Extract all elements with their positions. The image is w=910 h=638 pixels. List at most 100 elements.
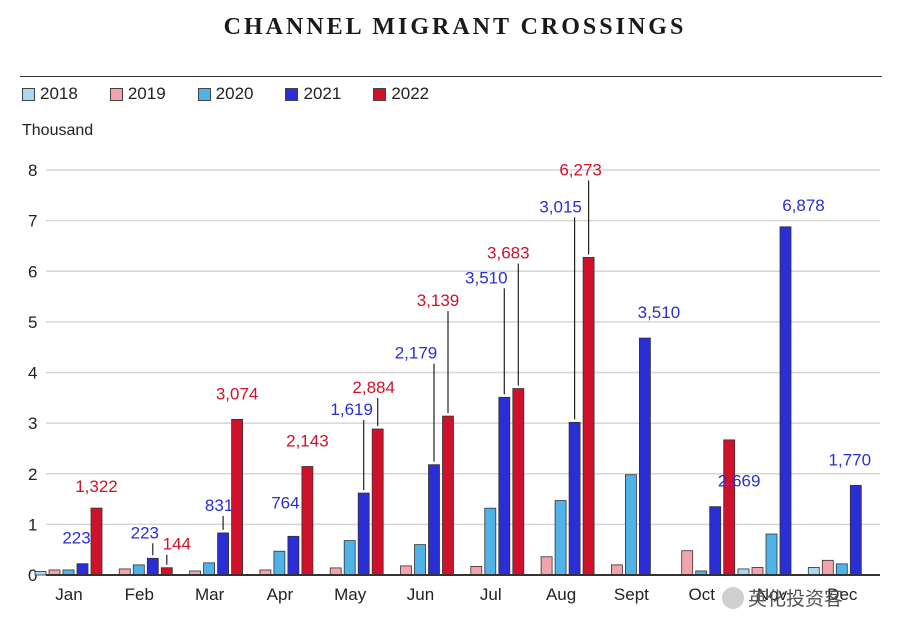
x-tick-label: Nov: [757, 585, 788, 604]
bar-Apr-2020: [273, 550, 286, 576]
data-label: 3,683: [487, 244, 530, 263]
bar-Jan-2018: [34, 571, 47, 576]
y-tick-label: 8: [28, 161, 37, 180]
data-label: 6,878: [782, 196, 825, 215]
data-label: 3,139: [417, 291, 460, 310]
legend-swatch: [197, 87, 211, 101]
x-tick-label: Jan: [55, 585, 82, 604]
y-tick-label: 3: [28, 414, 37, 433]
legend-item-2022: 2022: [373, 84, 429, 104]
bar-Aug-2020: [554, 500, 567, 576]
wechat-icon: [722, 586, 744, 609]
title-rule: [20, 76, 882, 77]
legend-label: 2020: [215, 84, 254, 103]
bar-Feb-2020: [132, 564, 145, 576]
bar-Jul-2021: [498, 396, 511, 576]
bar-Jun-2020: [414, 544, 426, 576]
data-label: 3,510: [638, 303, 681, 322]
bar-Apr-2022: [301, 466, 314, 576]
bar-Jan-2021: [76, 563, 89, 576]
data-label: 1,619: [330, 400, 373, 419]
data-label: 223: [62, 529, 90, 548]
data-label: 6,273: [559, 160, 602, 179]
x-tick-label: Mar: [195, 585, 225, 604]
legend-swatch: [22, 87, 35, 101]
bar-May-2020: [343, 540, 356, 576]
y-axis-unit-label: Thousand: [22, 122, 94, 139]
x-tick-label: Sept: [614, 585, 649, 604]
watermark-text: 英化投资客: [748, 589, 844, 610]
bar-Nov-2019: [751, 567, 764, 576]
data-label: 2,884: [352, 378, 395, 397]
bar-Nov-2020: [765, 533, 778, 576]
data-label: 3,015: [539, 197, 582, 216]
bar-Jul-2019: [470, 565, 483, 576]
legend-label: 2021: [303, 84, 342, 103]
x-tick-label: May: [334, 585, 367, 604]
data-label: 144: [163, 535, 191, 554]
bar-May-2021: [357, 492, 370, 576]
data-label: 2,669: [718, 472, 761, 491]
legend-swatch: [285, 87, 299, 101]
bar-Aug-2021: [568, 421, 581, 576]
data-label: 223: [131, 523, 159, 542]
x-tick-label: Aug: [546, 585, 576, 604]
x-tick-label: Jun: [407, 585, 434, 604]
x-tick-label: Oct: [688, 585, 715, 604]
bar-Jun-2022: [442, 415, 454, 576]
bar-Sept-2020: [625, 474, 637, 576]
y-tick-label: 0: [28, 566, 37, 585]
y-tick-label: 4: [28, 364, 37, 383]
legend-item-2019: 2019: [109, 84, 166, 104]
y-tick-label: 5: [28, 313, 37, 332]
bar-Dec-2020: [835, 563, 848, 576]
bar-Aug-2019: [540, 556, 553, 576]
bar-Sept-2021: [639, 337, 651, 576]
bar-Oct-2019: [681, 550, 694, 576]
legend-label: 2018: [40, 84, 78, 103]
legend-swatch: [109, 87, 123, 101]
y-tick-label: 7: [28, 212, 37, 231]
legend-item-2020: 2020: [197, 84, 254, 104]
bar-Apr-2021: [287, 535, 300, 576]
bar-Dec-2021: [849, 484, 862, 576]
bar-Dec-2018: [807, 567, 820, 576]
data-label: 764: [271, 493, 299, 512]
legend: 2018 2019 2020 2021 2022: [22, 82, 461, 106]
data-label: 1,770: [829, 450, 872, 469]
bar-Dec-2019: [821, 559, 834, 576]
bar-Mar-2020: [203, 562, 216, 576]
bar-Oct-2021: [709, 506, 722, 576]
bar-Mar-2021: [217, 532, 230, 576]
data-label: 1,322: [75, 477, 118, 496]
bar-Jun-2019: [400, 565, 412, 576]
bar-Sept-2019: [611, 564, 623, 576]
x-tick-label: Feb: [125, 585, 154, 604]
legend-label: 2022: [391, 84, 430, 103]
x-tick-label: Dec: [827, 585, 858, 604]
y-tick-label: 1: [28, 515, 37, 534]
legend-item-2021: 2021: [285, 84, 341, 104]
bar-Feb-2022: [160, 567, 173, 576]
legend-label: 2019: [127, 84, 166, 103]
bar-Oct-2022: [723, 439, 736, 576]
bar-May-2022: [371, 428, 384, 576]
bar-Jan-2022: [90, 507, 103, 576]
x-tick-label: Jul: [480, 585, 502, 604]
bar-Jul-2022: [512, 388, 525, 576]
legend-item-2018: 2018: [22, 84, 78, 104]
bar-Nov-2021: [779, 226, 792, 576]
y-tick-label: 6: [28, 262, 37, 281]
watermark: 英化投资客: [722, 584, 843, 611]
data-label: 3,510: [465, 268, 508, 287]
x-tick-label: Apr: [267, 585, 294, 604]
legend-swatch: [373, 87, 387, 101]
data-label: 2,143: [286, 432, 329, 451]
bar-Jul-2020: [484, 507, 497, 576]
bar-Jun-2021: [428, 464, 440, 576]
bar-May-2019: [329, 567, 342, 576]
data-label: 2,179: [395, 344, 438, 363]
data-label: 3,074: [216, 384, 259, 403]
bar-Feb-2021: [146, 557, 159, 576]
